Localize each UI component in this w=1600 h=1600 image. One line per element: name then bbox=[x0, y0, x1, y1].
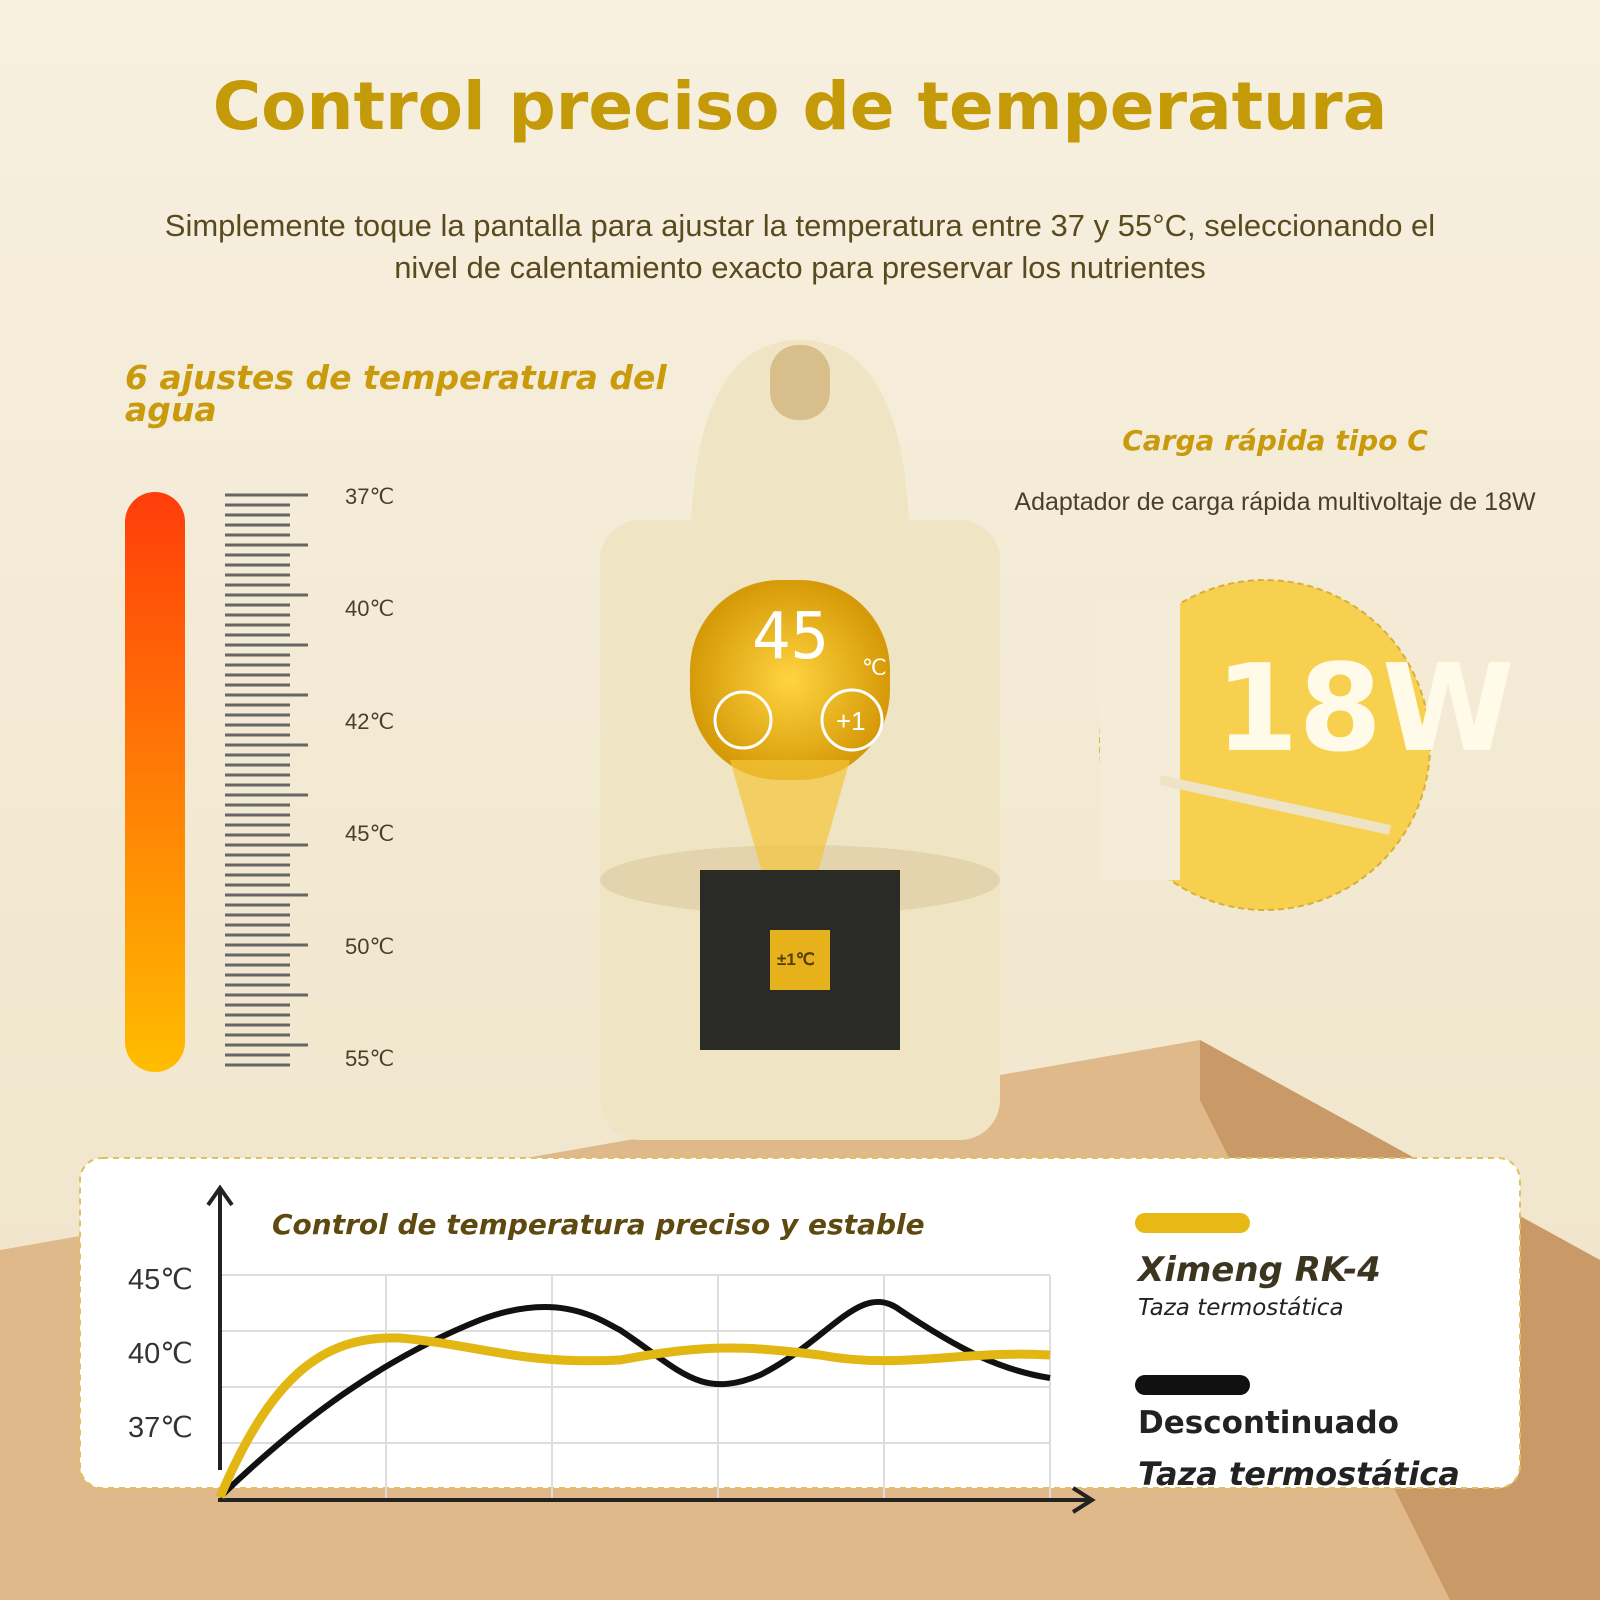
title: Control preciso de temperatura bbox=[212, 68, 1388, 145]
display-button: +1 bbox=[836, 706, 866, 736]
display-reading: 45 bbox=[752, 600, 830, 674]
scale-label: 42℃ bbox=[345, 708, 395, 734]
comparison-title: Control de temperatura preciso y estable bbox=[272, 1208, 925, 1241]
curve-ximeng bbox=[215, 1333, 1051, 1499]
charging-title: Carga rápida tipo C bbox=[1122, 424, 1428, 457]
legend-name: Ximeng RK-4 bbox=[1138, 1250, 1381, 1290]
comparison-panel bbox=[79, 1157, 1521, 1489]
charging-badge: 18W bbox=[1215, 640, 1515, 779]
subtitle: Simplemente toque la pantalla para ajust… bbox=[164, 208, 1436, 243]
subtitle: nivel de calentamiento exacto para prese… bbox=[394, 250, 1206, 285]
chart-axes bbox=[206, 1184, 1096, 1514]
legend-name: Descontinuado bbox=[1138, 1405, 1399, 1441]
y-tick-label: 37℃ bbox=[128, 1412, 193, 1444]
y-tick-label: 40℃ bbox=[128, 1338, 193, 1370]
legend-swatch bbox=[1135, 1375, 1250, 1395]
charging-description: Adaptador de carga rápida multivoltaje d… bbox=[1014, 488, 1536, 516]
scale-label: 50℃ bbox=[345, 933, 395, 959]
device bbox=[600, 340, 1000, 1140]
legend-sub: Taza termostática bbox=[1138, 1295, 1344, 1321]
thermometer-bar bbox=[125, 492, 185, 1072]
legend-sub: Taza termostática bbox=[1138, 1455, 1460, 1493]
y-tick-label: 45℃ bbox=[128, 1264, 193, 1296]
scale-title: 6 ajustes de temperatura del agua bbox=[125, 358, 667, 429]
curve-discontinued bbox=[217, 1298, 1051, 1500]
display-unit: ℃ bbox=[862, 655, 887, 680]
charging-illustration bbox=[1099, 579, 1431, 911]
scale-label: 37℃ bbox=[345, 484, 395, 509]
legend-swatch bbox=[1135, 1213, 1250, 1233]
chip-label: ±1℃ bbox=[777, 950, 815, 969]
scale-label: 45℃ bbox=[345, 821, 395, 847]
ruler bbox=[225, 493, 308, 1067]
scale-label: 40℃ bbox=[345, 596, 395, 622]
scale-label: 55℃ bbox=[345, 1046, 395, 1071]
